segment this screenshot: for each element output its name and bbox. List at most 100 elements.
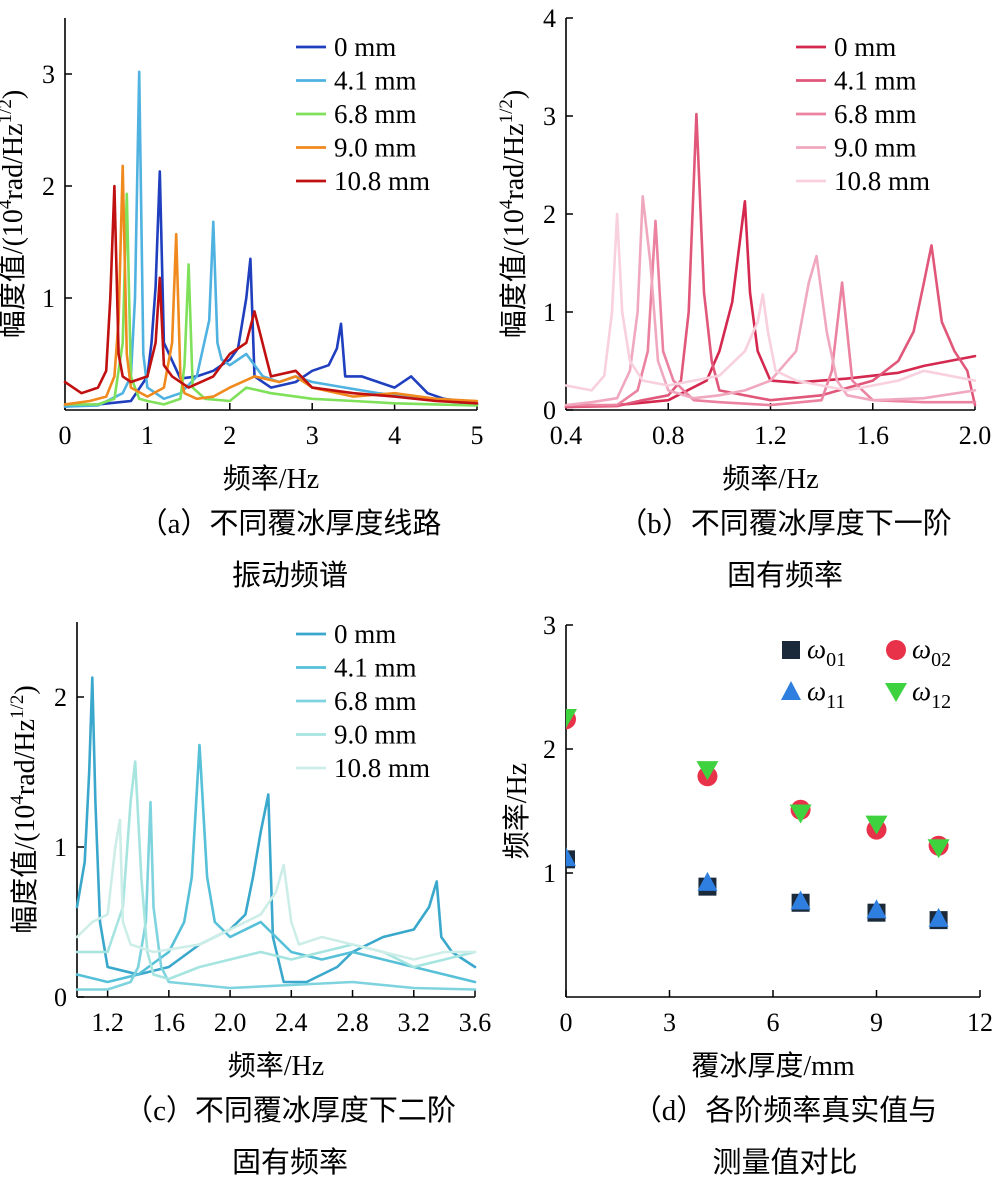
legend-label: ω12 <box>912 676 951 713</box>
legend-label: 10.8 mm <box>834 166 930 196</box>
legend-label-sub: 11 <box>826 691 845 713</box>
y-tick-label: 0 <box>543 396 556 425</box>
y-axis-label-part: ) <box>10 685 41 694</box>
y-tick-label: 1 <box>543 859 556 888</box>
legend-label: 10.8 mm <box>334 753 430 783</box>
legend-marker <box>782 641 800 659</box>
scatter-point-triangle-up <box>697 871 718 891</box>
y-axis-label-part: 4 <box>0 199 16 209</box>
y-axis-label-part: 4 <box>496 199 517 209</box>
y-axis-label: 幅度值/(104rad/Hz1/2) <box>7 685 41 933</box>
x-tick-label: 1.2 <box>91 1008 124 1037</box>
legend-marker <box>885 683 907 702</box>
legend-marker <box>886 640 906 660</box>
y-tick-label: 3 <box>42 60 55 89</box>
legend-label-base: ω <box>807 676 826 706</box>
series-line-0 <box>75 676 477 984</box>
legend-label-base: ω <box>912 634 931 664</box>
x-tick-label: 1.6 <box>857 421 890 450</box>
caption-line-2: 固有频率 <box>232 1146 348 1179</box>
caption-line-1: （d）各阶频率真实值与 <box>633 1094 938 1127</box>
caption-line-2: 测量值对比 <box>712 1146 857 1179</box>
series-line-4 <box>75 818 477 961</box>
x-tick-label: 12 <box>967 1008 993 1037</box>
caption-line-1: （c）不同覆冰厚度下二阶 <box>124 1094 456 1127</box>
x-tick-label: 0.8 <box>652 421 685 450</box>
y-tick-label: 1 <box>54 833 67 862</box>
x-axis-label: 频率/Hz <box>223 463 319 495</box>
x-tick-label: 3 <box>306 421 319 450</box>
y-tick-label: 3 <box>543 611 556 640</box>
x-tick-label: 9 <box>870 1008 883 1037</box>
scatter-point-triangle-down <box>789 804 812 824</box>
y-axis-label-part: 1/2 <box>0 99 16 123</box>
x-tick-label: 0 <box>560 1008 573 1037</box>
scatter-point-triangle-up <box>866 899 887 919</box>
y-tick-label: 1 <box>42 284 55 313</box>
x-tick-label: 1.6 <box>153 1008 186 1037</box>
legend-label: ω01 <box>807 634 846 671</box>
y-tick-label: 4 <box>543 4 556 33</box>
chart-panel-b: 0.4 0.8 1.2 1.6 2.001234频率/Hz幅度值/(104rad/Hz1… <box>496 4 991 592</box>
x-tick-label: 3 <box>663 1008 676 1037</box>
legend-label: 0 mm <box>334 619 396 649</box>
x-tick-label: 6 <box>767 1008 780 1037</box>
legend-label: 4.1 mm <box>334 66 417 96</box>
legend-label: ω11 <box>807 676 845 713</box>
scatter-point-triangle-down <box>865 815 888 835</box>
caption-line-1: （a）不同覆冰厚度线路 <box>139 507 442 540</box>
y-axis-label-part: 幅度值/(10 <box>0 209 29 338</box>
y-axis-label-part: 幅度值/(10 <box>9 805 41 934</box>
y-tick-label: 3 <box>543 102 556 131</box>
scatter-point-triangle-down <box>566 709 577 728</box>
legend-label: 0 mm <box>334 32 396 62</box>
scatter-points <box>566 709 950 930</box>
y-tick-label: 2 <box>543 735 556 764</box>
x-tick-label: 2.0 <box>214 1008 247 1037</box>
x-tick-label: 0 <box>59 421 72 450</box>
y-axis-label-part: 1/2 <box>7 695 28 719</box>
x-tick-label: 3.6 <box>459 1008 492 1037</box>
legend-label: 4.1 mm <box>334 653 417 683</box>
y-tick-label: 2 <box>42 172 55 201</box>
y-axis-label-part: rad/Hz <box>10 719 41 795</box>
legend-label: 9.0 mm <box>334 720 417 750</box>
series-line-1 <box>63 70 479 408</box>
x-tick-label: 4 <box>388 421 401 450</box>
y-tick-label: 1 <box>543 298 556 327</box>
y-axis-label: 幅度值/(104rad/Hz1/2) <box>0 90 29 338</box>
legend-label: 10.8 mm <box>334 166 430 196</box>
y-axis-label-part: ) <box>499 90 530 99</box>
legend-label: 6.8 mm <box>334 99 417 129</box>
legend-label: 9.0 mm <box>834 133 917 163</box>
legend-label: ω02 <box>912 634 951 671</box>
series-line-4 <box>63 184 479 405</box>
legend-label: 0 mm <box>834 32 896 62</box>
scatter-point-triangle-down <box>696 761 719 781</box>
legend-label: 4.1 mm <box>834 66 917 96</box>
x-tick-label: 2.0 <box>959 421 992 450</box>
series-line-1 <box>75 743 477 984</box>
x-axis-label: 频率/Hz <box>722 463 818 495</box>
x-tick-label: 5 <box>471 421 484 450</box>
x-axis-label: 覆冰厚度/mm <box>691 1050 855 1082</box>
legend-marker <box>781 681 801 700</box>
y-tick-label: 2 <box>543 200 556 229</box>
legend-label: 9.0 mm <box>334 133 417 163</box>
legend-label-base: ω <box>807 634 826 664</box>
scatter-point-triangle-up <box>790 890 811 910</box>
y-axis-label: 频率/Hz <box>501 763 533 859</box>
series-line-2 <box>75 800 477 991</box>
legend-label-sub: 01 <box>826 649 846 671</box>
y-axis-label-part: rad/Hz <box>0 123 29 199</box>
caption-line-2: 固有频率 <box>727 559 843 592</box>
scatter-point-triangle-up <box>566 847 576 867</box>
x-tick-label: 3.2 <box>398 1008 431 1037</box>
caption-line-2: 振动频谱 <box>232 559 348 592</box>
legend-label-sub: 02 <box>931 649 951 671</box>
series-line-0 <box>564 200 977 409</box>
y-axis-label-part: rad/Hz <box>499 123 530 199</box>
y-axis-label-part: ) <box>0 90 29 99</box>
